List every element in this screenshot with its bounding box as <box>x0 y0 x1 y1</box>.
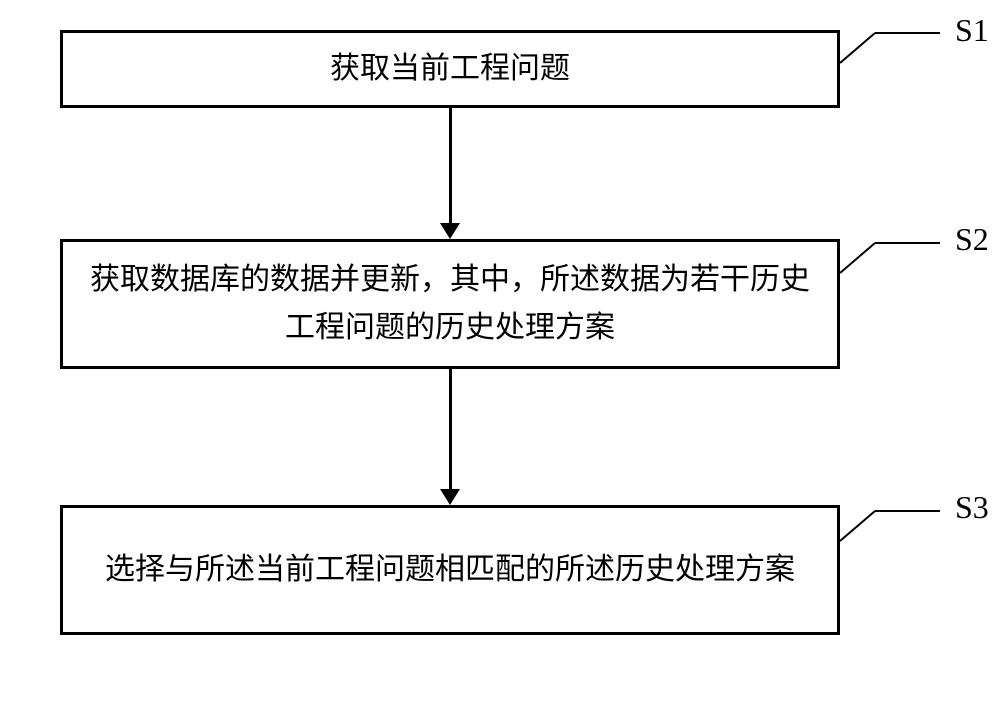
node-label-s2: S2 <box>955 221 989 258</box>
node-text: 选择与所述当前工程问题相匹配的所述历史处理方案 <box>105 546 795 594</box>
label-connector-s3 <box>830 503 940 553</box>
label-connector-s2 <box>830 235 940 285</box>
node-label-s3: S3 <box>955 489 989 526</box>
flowchart-node-s1: 获取当前工程问题 <box>60 30 840 108</box>
flowchart-container: 获取当前工程问题 S1 获取数据库的数据并更新，其中，所述数据为若干历史工程问题… <box>60 30 940 635</box>
flowchart-node-s3: 选择与所述当前工程问题相匹配的所述历史处理方案 <box>60 505 840 635</box>
flowchart-arrow <box>60 369 840 505</box>
arrow-head-icon <box>440 223 460 239</box>
node-text: 获取当前工程问题 <box>330 45 570 93</box>
node-label-s1: S1 <box>955 12 989 49</box>
flowchart-node-s2: 获取数据库的数据并更新，其中，所述数据为若干历史工程问题的历史处理方案 <box>60 239 840 369</box>
label-connector-s1 <box>830 25 940 75</box>
arrow-head-icon <box>440 489 460 505</box>
arrow-line <box>449 369 452 489</box>
node-text: 获取数据库的数据并更新，其中，所述数据为若干历史工程问题的历史处理方案 <box>83 256 817 352</box>
arrow-line <box>449 108 452 223</box>
flowchart-arrow <box>60 108 840 239</box>
